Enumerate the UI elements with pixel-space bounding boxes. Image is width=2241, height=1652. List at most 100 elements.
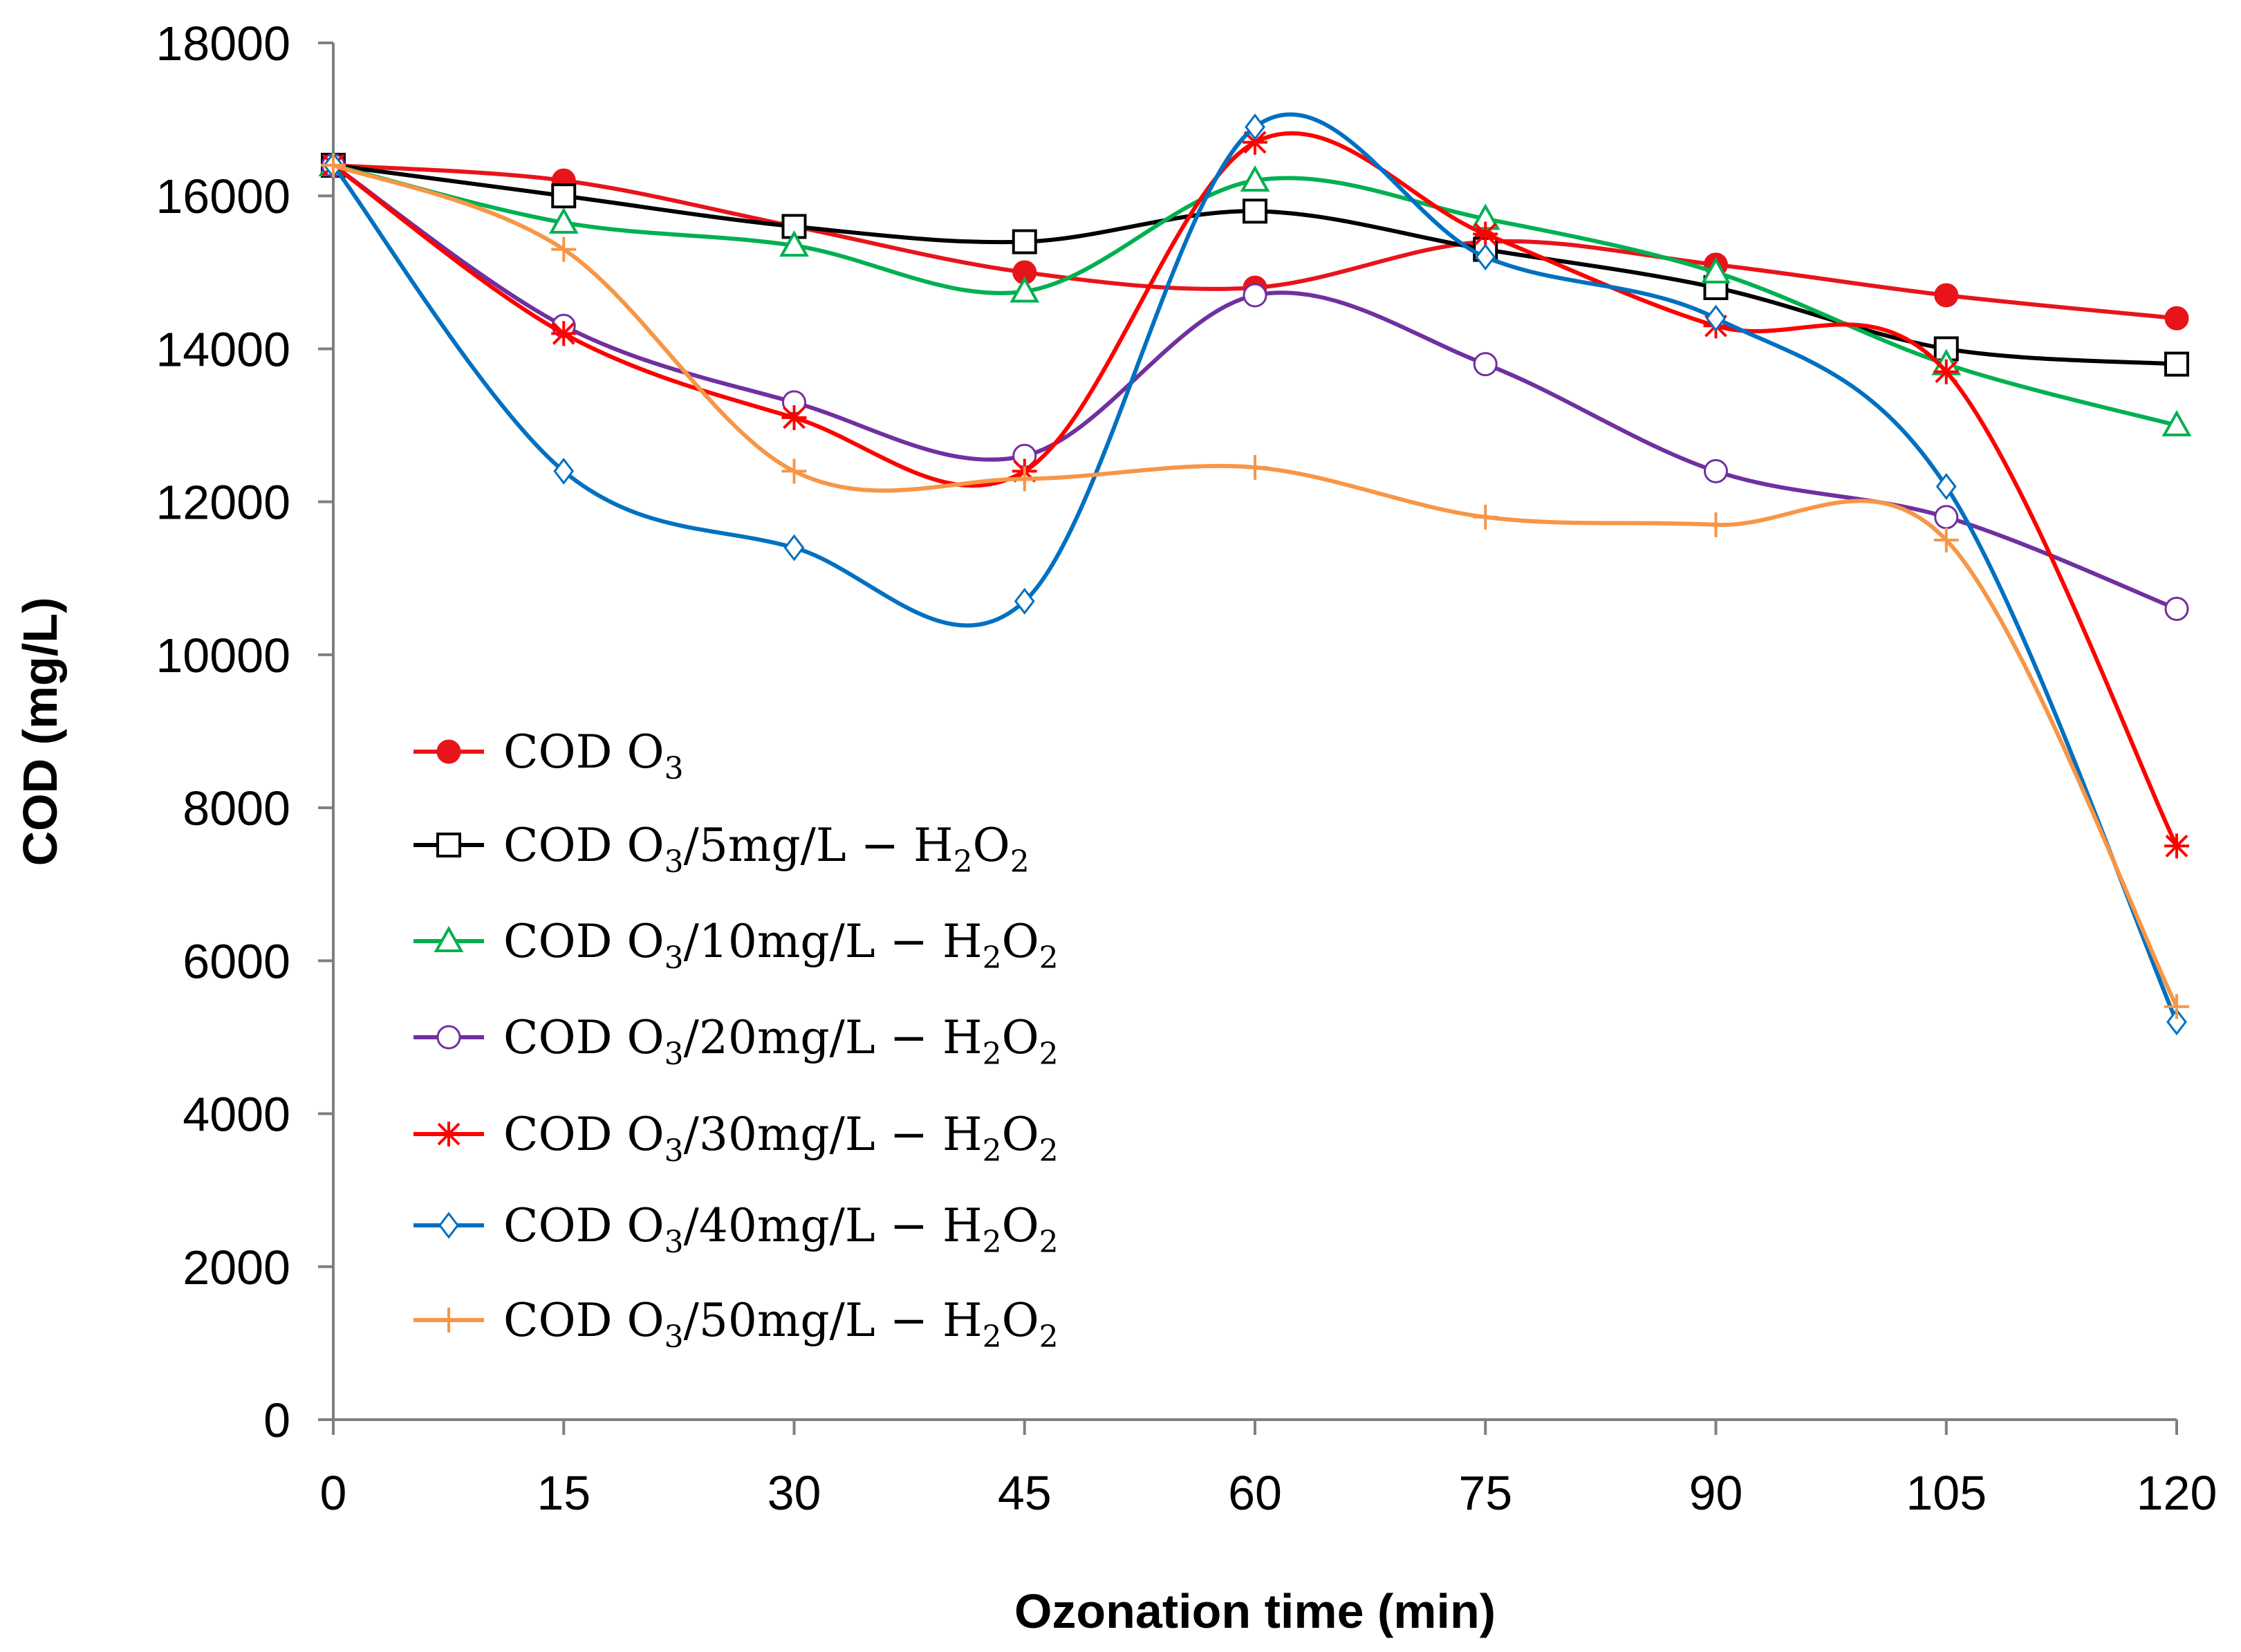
- legend-text: O: [1002, 1294, 1039, 1347]
- x-tick-label: 75: [1458, 1466, 1512, 1520]
- x-tick-label: 0: [320, 1466, 347, 1520]
- legend-item: COD O3/10mg/L − H2O2: [413, 915, 1059, 976]
- legend-text: O: [1002, 1108, 1039, 1161]
- data-point: [779, 230, 809, 257]
- data-point: [1243, 198, 1267, 224]
- legend-text: COD O: [503, 1199, 664, 1252]
- x-tick-label: 90: [1689, 1466, 1743, 1520]
- data-point: [2164, 833, 2189, 859]
- data-point: [2161, 409, 2192, 437]
- x-tick-label: 15: [537, 1466, 591, 1520]
- legend-text: O: [1002, 915, 1039, 968]
- legend-subscript: 3: [664, 1037, 684, 1072]
- data-point: [1933, 359, 1959, 384]
- legend-item: COD O3/30mg/L − H2O2: [413, 1108, 1059, 1169]
- y-ticks: 0 2000 4000 6000 8000 10000 12000 14000 16000 180…: [156, 17, 333, 1447]
- y-tick-label: 16000: [156, 169, 290, 223]
- data-point: [551, 321, 577, 346]
- legend-label: COD O3: [503, 725, 684, 786]
- legend-subscript: 2: [1010, 844, 1030, 880]
- legend-item: COD O3/20mg/L − H2O2: [413, 1011, 1059, 1072]
- legend-text: /30mg/L − H: [684, 1108, 983, 1161]
- x-tick-label: 105: [1906, 1466, 1987, 1520]
- legend-swatch-marker: [436, 1308, 461, 1333]
- series-3: [321, 153, 2189, 622]
- x-tick-label: 45: [998, 1466, 1052, 1520]
- legend-swatch-marker: [438, 1212, 459, 1239]
- data-point: [2164, 597, 2189, 622]
- data-point: [1473, 221, 1498, 247]
- legend-label: COD O3/20mg/L − H2O2: [503, 1011, 1059, 1072]
- legend-text: /10mg/L − H: [684, 915, 983, 968]
- data-point: [1240, 165, 1270, 192]
- data-point: [781, 405, 807, 430]
- legend-text: /50mg/L − H: [684, 1294, 983, 1347]
- data-point: [1012, 466, 1037, 492]
- legend-swatch-marker: [436, 1122, 461, 1147]
- data-point: [551, 183, 577, 209]
- data-point: [2164, 306, 2189, 331]
- legend-item: COD O3/50mg/L − H2O2: [413, 1294, 1059, 1355]
- legend-text: O: [1002, 1011, 1039, 1064]
- legend-subscript: 2: [983, 1225, 1002, 1260]
- legend-swatch-marker: [436, 739, 461, 764]
- legend-text: COD O: [503, 1108, 664, 1161]
- data-point: [553, 457, 575, 485]
- data-point: [321, 152, 346, 178]
- legend-subscript: 2: [954, 844, 973, 880]
- legend-label: COD O3/50mg/L − H2O2: [503, 1294, 1059, 1355]
- data-point: [1243, 454, 1267, 480]
- series-2: [318, 149, 2192, 437]
- legend-text: /20mg/L − H: [684, 1011, 983, 1064]
- legend-text: /40mg/L − H: [684, 1199, 983, 1252]
- data-point: [1933, 527, 1959, 553]
- legend-text: O: [1002, 1199, 1039, 1252]
- data-point: [1934, 283, 1959, 308]
- legend-subscript: 2: [1039, 1319, 1059, 1355]
- y-tick-label: 0: [263, 1393, 290, 1447]
- data-point: [1014, 587, 1035, 615]
- data-point: [1935, 473, 1957, 501]
- series-line: [331, 112, 2179, 1023]
- data-point: [783, 534, 805, 562]
- data-point: [548, 207, 579, 234]
- data-point: [1703, 512, 1729, 537]
- data-point: [1012, 229, 1037, 254]
- y-tick-label: 14000: [156, 322, 290, 376]
- legend-subscript: 3: [664, 751, 684, 786]
- legend-subscript: 3: [664, 940, 684, 976]
- data-point: [1934, 505, 1959, 530]
- legend-item: COD O3: [413, 725, 684, 786]
- x-tick-label: 60: [1228, 1466, 1282, 1520]
- series-6: [321, 152, 2189, 1019]
- x-tick-label: 120: [2137, 1466, 2217, 1520]
- x-tick-label: 30: [768, 1466, 821, 1520]
- data-point: [1473, 504, 1498, 530]
- legend-text: O: [973, 819, 1010, 872]
- x-ticks: 0 15 30 45 60 75 90 105 120: [320, 1420, 2217, 1520]
- legend-swatch-marker: [434, 925, 464, 952]
- y-tick-label: 8000: [183, 781, 290, 835]
- y-tick-label: 12000: [156, 476, 290, 530]
- data-point: [2164, 994, 2189, 1019]
- legend-subscript: 2: [1039, 1133, 1059, 1169]
- data-point: [1010, 276, 1040, 303]
- legend-text: /5mg/L − H: [684, 819, 954, 872]
- data-point: [1704, 458, 1728, 483]
- y-tick-label: 2000: [183, 1241, 290, 1294]
- legend-item: COD O3/5mg/L − H2O2: [413, 819, 1030, 880]
- y-axis-title: COD (mg/L): [13, 597, 67, 866]
- legend-label: COD O3/5mg/L − H2O2: [503, 819, 1030, 880]
- data-point: [1243, 283, 1267, 308]
- data-point: [2164, 351, 2189, 377]
- legend-subscript: 2: [1039, 1225, 1059, 1260]
- data-point: [1475, 243, 1496, 271]
- legend-subscript: 3: [664, 1225, 684, 1260]
- legend-text: COD O: [503, 725, 664, 779]
- y-tick-label: 18000: [156, 17, 290, 71]
- y-tick-label: 6000: [183, 934, 290, 988]
- series-5: [323, 112, 2187, 1036]
- data-point: [1473, 352, 1498, 377]
